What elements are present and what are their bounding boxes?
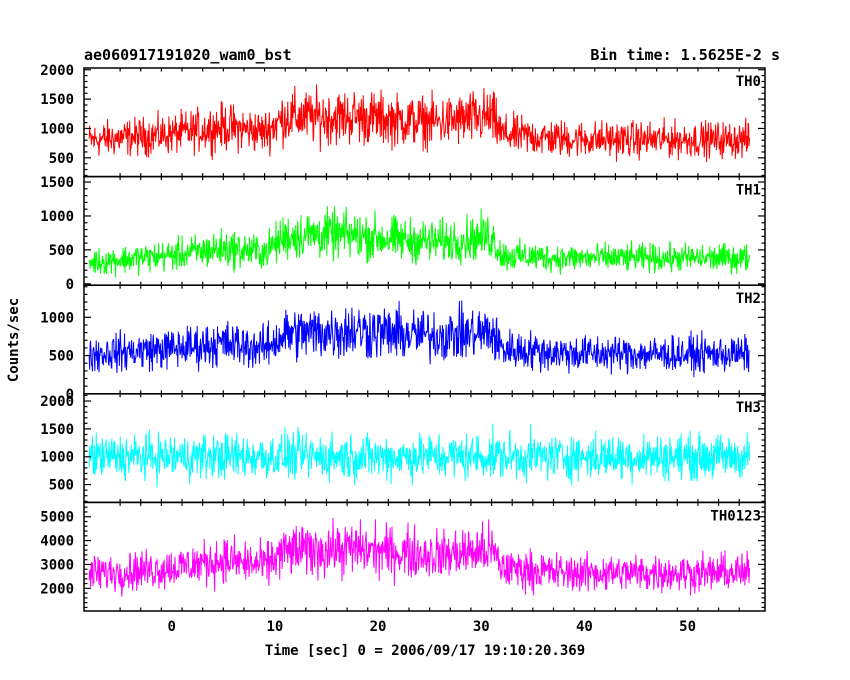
- panel-label: TH0: [736, 74, 761, 90]
- panel-th3: 500 1000 1500 2000 TH3: [40, 393, 766, 504]
- y-tick-label: 500: [49, 151, 74, 167]
- bin-time-label: Bin time: 1.5625E-2 s: [590, 46, 780, 64]
- y-tick-label: 1000: [40, 450, 74, 466]
- y-tick-label: 0: [66, 277, 74, 293]
- panel-th1: 0 500 1000 1500 TH1: [40, 175, 766, 293]
- x-tick-label: 10: [266, 619, 283, 635]
- panel-th2: 0 500 1000 TH2: [40, 284, 766, 403]
- series-line-th0123: [88, 517, 751, 597]
- panel-frame: [83, 175, 766, 286]
- panel-th0123: 2000 3000 4000 5000 TH0123: [40, 501, 766, 612]
- y-tick-label: 1000: [40, 209, 74, 225]
- x-tick-label: 40: [576, 619, 593, 635]
- y-tick-label: 1500: [40, 175, 74, 191]
- x-axis-label: Time [sec] 0 = 2006/09/17 19:10:20.369: [265, 643, 585, 659]
- x-tick-label: 20: [370, 619, 387, 635]
- panel-label: TH1: [736, 183, 761, 199]
- y-tick-label: 2000: [40, 63, 74, 79]
- x-tick-label: 50: [679, 619, 696, 635]
- panel-label: TH2: [736, 291, 761, 307]
- y-tick-label: 2000: [40, 394, 74, 410]
- y-tick-label: 0: [66, 387, 74, 403]
- panel-th0: 500 1000 1500 2000 TH0: [40, 63, 766, 178]
- x-tick-label: 0: [167, 619, 175, 635]
- panel-frame: [83, 501, 766, 612]
- y-tick-label: 3000: [40, 557, 74, 573]
- y-tick-label: 1000: [40, 121, 74, 137]
- y-tick-label: 2000: [40, 581, 74, 597]
- panel-frame: [83, 284, 766, 395]
- panel-label: TH3: [736, 400, 761, 416]
- series-line-th1: [88, 205, 751, 278]
- chart-title: ae060917191020_wam0_bst: [84, 46, 292, 64]
- series-line-th3: [88, 423, 751, 488]
- y-axis-label: Counts/sec: [6, 298, 22, 382]
- y-tick-label: 1500: [40, 92, 74, 108]
- panel-frame: [83, 393, 766, 504]
- x-tick-label: 30: [473, 619, 490, 635]
- y-tick-label: 1000: [40, 310, 74, 326]
- y-tick-label: 5000: [40, 510, 74, 526]
- series-line-th0: [88, 84, 751, 163]
- y-tick-label: 500: [49, 349, 74, 365]
- y-tick-label: 500: [49, 243, 74, 259]
- series-line-th2: [88, 300, 750, 378]
- y-tick-label: 500: [49, 478, 74, 494]
- y-tick-label: 4000: [40, 534, 74, 550]
- panel-label: TH0123: [710, 508, 761, 524]
- y-tick-label: 1500: [40, 422, 74, 438]
